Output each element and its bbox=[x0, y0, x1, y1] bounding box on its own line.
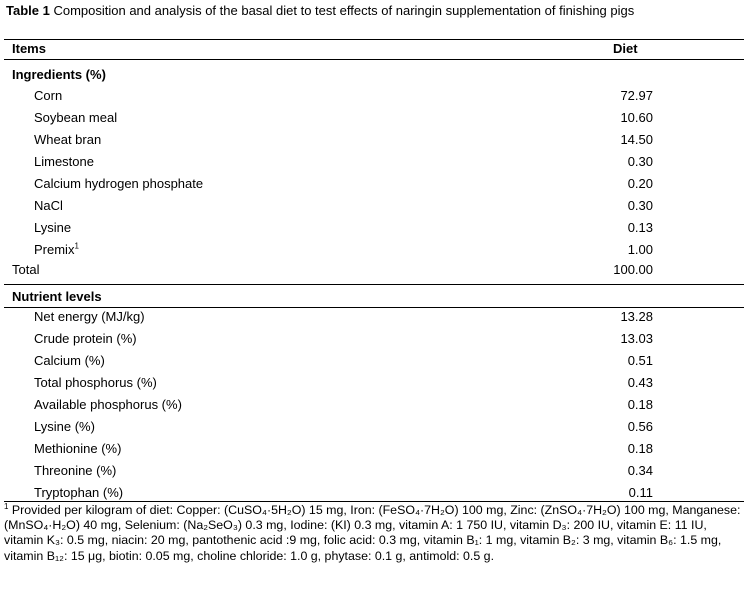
section-ingredients: Ingredients (%) bbox=[12, 67, 106, 82]
header-rule bbox=[4, 59, 744, 60]
row-name: Threonine (%) bbox=[34, 463, 117, 478]
row-label: NaCl bbox=[34, 195, 63, 217]
row-value: 13.03 bbox=[620, 331, 653, 346]
row-name: Wheat bran bbox=[34, 132, 102, 147]
footnote: 1 Provided per kilogram of diet: Copper:… bbox=[4, 501, 744, 564]
row-label: Net energy (MJ/kg) bbox=[34, 306, 145, 328]
table-row: Available phosphorus (%) 0.18 bbox=[0, 394, 748, 416]
row-name: NaCl bbox=[34, 198, 63, 213]
row-value: 10.60 bbox=[620, 110, 653, 125]
row-value: 0.18 bbox=[627, 397, 653, 412]
row-value: 0.51 bbox=[627, 353, 653, 368]
row-name: Tryptophan (%) bbox=[34, 485, 124, 500]
row-value: 0.13 bbox=[627, 220, 653, 235]
row-label: Total phosphorus (%) bbox=[34, 372, 157, 394]
row-name: Lysine (%) bbox=[34, 419, 95, 434]
row-label: Tryptophan (%) bbox=[34, 482, 123, 504]
row-name: Lysine bbox=[34, 220, 72, 235]
table-row: Threonine (%) 0.34 bbox=[0, 460, 748, 482]
row-label: Methionine (%) bbox=[34, 438, 121, 460]
row-name: Crude protein (%) bbox=[34, 331, 137, 346]
row-value: 1.00 bbox=[627, 242, 653, 257]
top-rule bbox=[4, 39, 744, 40]
table-title: Composition and analysis of the basal di… bbox=[49, 3, 635, 18]
table-row: Calcium hydrogen phosphate 0.20 bbox=[0, 173, 748, 195]
row-name: Available phosphorus (%) bbox=[34, 397, 182, 412]
total-label: Total bbox=[12, 262, 40, 277]
row-name: Methionine (%) bbox=[34, 441, 122, 456]
row-label: Corn bbox=[34, 85, 62, 107]
table-row: Corn 72.97 bbox=[0, 85, 748, 107]
row-label: Wheat bran bbox=[34, 129, 101, 151]
row-label: Calcium hydrogen phosphate bbox=[34, 173, 203, 195]
table-row: Calcium (%) 0.51 bbox=[0, 350, 748, 372]
row-value: 0.43 bbox=[627, 375, 653, 390]
row-name: Calcium hydrogen phosphate bbox=[34, 176, 204, 191]
row-label: Limestone bbox=[34, 151, 94, 173]
bottom-rule bbox=[4, 501, 744, 502]
row-value: 0.11 bbox=[628, 485, 653, 500]
table-row: Wheat bran 14.50 bbox=[0, 129, 748, 151]
table-row: Tryptophan (%) 0.11 bbox=[0, 482, 748, 504]
row-name: Limestone bbox=[34, 154, 94, 169]
total-value: 100.00 bbox=[613, 262, 653, 277]
row-value: 14.50 bbox=[620, 132, 653, 147]
table-row: Methionine (%) 0.18 bbox=[0, 438, 748, 460]
row-value: 0.20 bbox=[627, 176, 653, 191]
table-row: Limestone 0.30 bbox=[0, 151, 748, 173]
nutrients-rule bbox=[4, 307, 744, 308]
table-header: Items Diet bbox=[0, 39, 748, 59]
table-label: Table 1 bbox=[6, 3, 50, 18]
row-value: 72.97 bbox=[620, 88, 653, 103]
footnote-mark: 1 bbox=[4, 501, 9, 511]
table-caption: Table 1 Composition and analysis of the … bbox=[6, 3, 742, 19]
row-value: 0.30 bbox=[627, 154, 653, 169]
row-name: Corn bbox=[34, 88, 63, 103]
section-rule bbox=[4, 284, 744, 285]
table-row: Lysine 0.13 bbox=[0, 217, 748, 239]
row-label: Crude protein (%) bbox=[34, 328, 137, 350]
row-label: Soybean meal bbox=[34, 107, 117, 129]
row-value: 0.34 bbox=[627, 463, 653, 478]
row-label: Calcium (%) bbox=[34, 350, 105, 372]
table-row: Lysine (%) 0.56 bbox=[0, 416, 748, 438]
section-nutrients: Nutrient levels bbox=[12, 289, 102, 304]
table-row: Crude protein (%) 13.03 bbox=[0, 328, 748, 350]
row-name: Soybean meal bbox=[34, 110, 118, 125]
table-row: Premix1 1.00 bbox=[0, 239, 748, 261]
row-name: Total phosphorus (%) bbox=[34, 375, 157, 390]
row-name: Calcium (%) bbox=[34, 353, 105, 368]
row-value: 0.30 bbox=[627, 198, 653, 213]
row-label: Threonine (%) bbox=[34, 460, 116, 482]
row-value: 0.18 bbox=[627, 441, 653, 456]
row-footnote-mark: 1 bbox=[74, 241, 79, 251]
table-row: NaCl 0.30 bbox=[0, 195, 748, 217]
row-label: Lysine bbox=[34, 217, 71, 239]
table-row: Soybean meal 10.60 bbox=[0, 107, 748, 129]
row-value: 13.28 bbox=[620, 309, 653, 324]
header-items: Items bbox=[12, 41, 46, 56]
row-label: Premix1 bbox=[34, 239, 79, 261]
header-diet: Diet bbox=[613, 41, 638, 56]
table-row: Net energy (MJ/kg) 13.28 bbox=[0, 306, 748, 328]
row-label: Available phosphorus (%) bbox=[34, 394, 182, 416]
row-name: Net energy (MJ/kg) bbox=[34, 309, 145, 324]
total-row: Total 100.00 bbox=[0, 259, 748, 281]
footnote-text: Provided per kilogram of diet: Copper: (… bbox=[4, 503, 741, 563]
table-row: Total phosphorus (%) 0.43 bbox=[0, 372, 748, 394]
row-value: 0.56 bbox=[627, 419, 653, 434]
row-name: Premix bbox=[34, 242, 75, 257]
row-label: Lysine (%) bbox=[34, 416, 95, 438]
